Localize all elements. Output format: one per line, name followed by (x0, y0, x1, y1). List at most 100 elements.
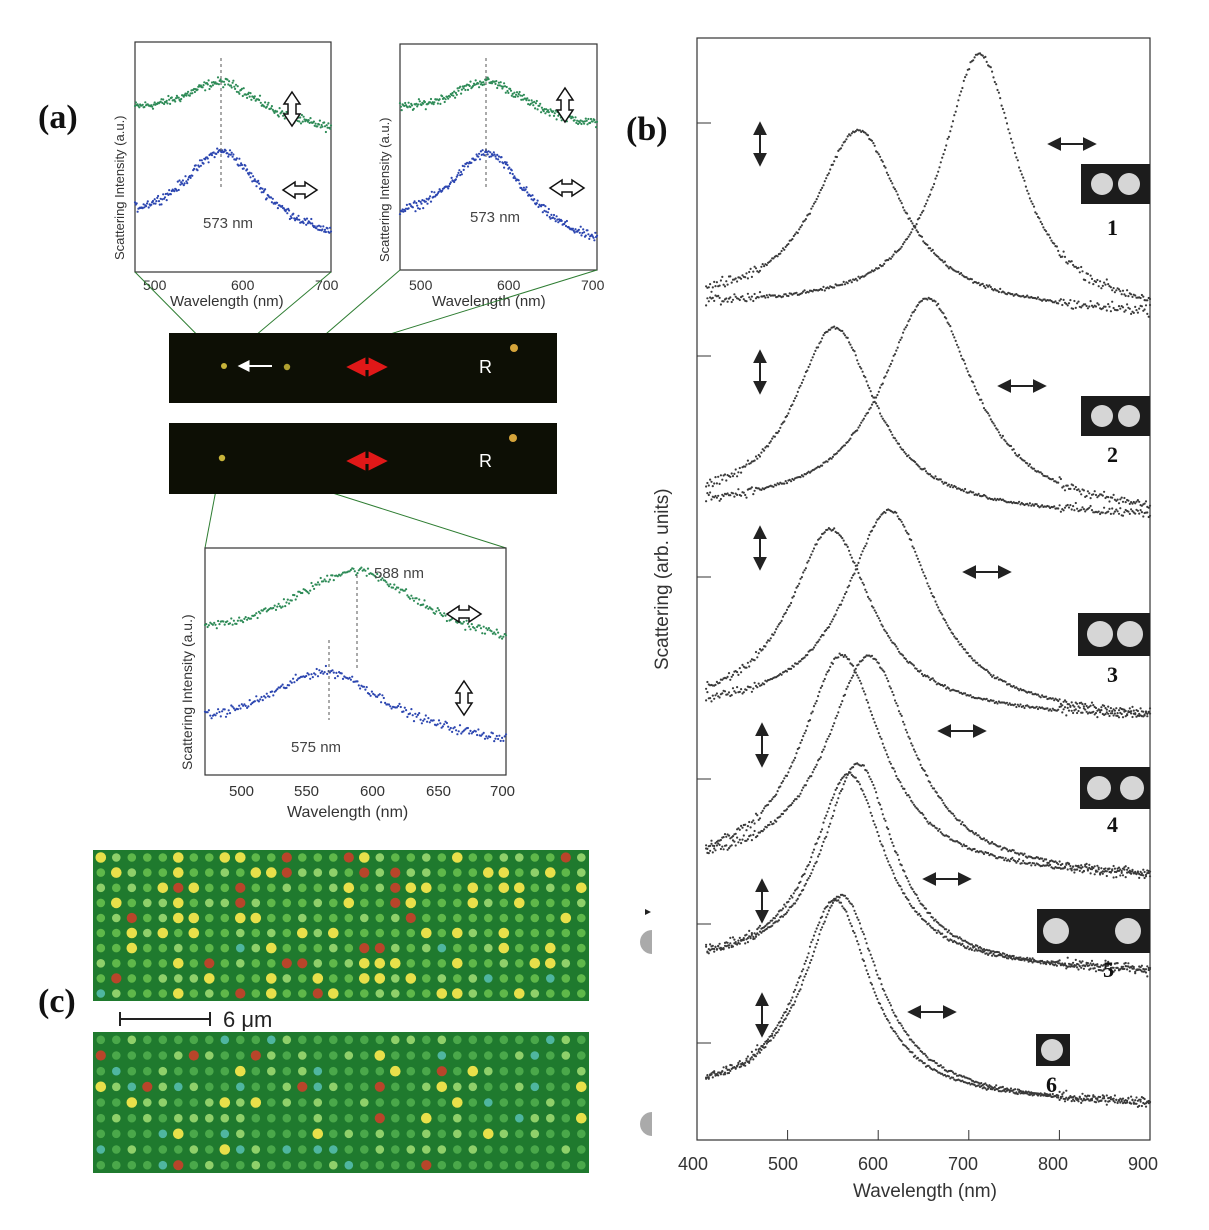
data-point-dimer-2-vertical (795, 394, 798, 397)
array-nanoparticle (267, 1160, 276, 1170)
data-point-green (323, 578, 326, 581)
data-point-blue (530, 198, 533, 201)
data-point-dimer-3-horizontal (799, 660, 802, 663)
array-nanoparticle (375, 913, 385, 923)
data-point-dimer-3-horizontal (723, 690, 727, 693)
data-point-dimer-3-vertical (757, 652, 760, 655)
data-point-blue (224, 715, 228, 718)
data-point-dimer-1-vertical (839, 147, 843, 150)
data-point-dimer-4-vertical (1034, 864, 1037, 867)
data-point-green (448, 95, 451, 98)
array-nanoparticle (236, 1145, 245, 1154)
data-point-blue (229, 153, 232, 156)
data-point-dimer-5-vertical (870, 814, 874, 817)
data-point-dimer-5-vertical (792, 892, 795, 895)
data-point-dimer-2-horizontal (856, 429, 859, 432)
data-point-green (315, 583, 318, 586)
data-point-dimer-3-vertical (769, 637, 772, 640)
data-point-dimer-3-vertical (884, 630, 887, 633)
data-point-green (276, 110, 279, 113)
data-point-dimer-1-horizontal (965, 73, 968, 76)
data-point-green (236, 85, 239, 88)
data-point-blue (531, 194, 534, 197)
data-point-dimer-3-horizontal (918, 560, 921, 564)
data-point-blue (200, 159, 203, 162)
data-point-blue (265, 692, 268, 695)
data-point-dimer-4-horizontal (746, 838, 750, 841)
array-nanoparticle (545, 958, 556, 969)
array-nanoparticle (530, 943, 540, 953)
data-point-dimer-2-horizontal (908, 318, 911, 321)
data-point-dimer-4-vertical (722, 836, 725, 839)
array-nanoparticle (236, 928, 245, 938)
data-point-dimer-1-vertical (889, 179, 893, 182)
data-point-dimer-2-vertical (887, 425, 890, 428)
array-nanoparticle (468, 868, 478, 877)
data-point-dimer-2-horizontal (709, 491, 712, 494)
array-nanoparticle (515, 1129, 524, 1139)
data-point-dimer-1-horizontal (1134, 294, 1137, 297)
array-nanoparticle (484, 989, 493, 998)
data-point-dimer-4-vertical (804, 729, 808, 732)
data-point-dimer-4-horizontal (1081, 866, 1084, 869)
data-point-blue (202, 162, 205, 165)
data-point-dimer-1-horizontal (1024, 185, 1027, 188)
data-point-dimer-3-horizontal (1128, 707, 1131, 710)
data-point-green (534, 107, 537, 110)
data-point-dimer-1-vertical (960, 272, 963, 275)
data-point-green (391, 586, 395, 589)
data-point-green (177, 96, 180, 99)
data-point-dimer-1-vertical (895, 190, 898, 193)
data-point-blue (184, 175, 187, 178)
array-nanoparticle (561, 1098, 571, 1107)
array-nanoparticle (546, 1051, 555, 1060)
data-point-dimer-4-vertical (1101, 872, 1104, 875)
data-point-dimer-3-horizontal (756, 686, 759, 689)
data-point-blue (334, 677, 337, 680)
data-point-blue (583, 231, 586, 234)
data-point-green (476, 625, 479, 629)
array-nanoparticle (359, 852, 370, 863)
data-point-dimer-4-horizontal (722, 848, 725, 851)
data-point-dimer-1-horizontal (892, 253, 895, 256)
array-nanoparticle (189, 868, 199, 877)
data-point-green (436, 607, 439, 610)
data-point-dimer-1-horizontal (873, 269, 876, 272)
data-point-dimer-5-vertical (827, 807, 831, 810)
data-point-blue (243, 703, 246, 706)
data-point-blue (524, 188, 527, 191)
array-nanoparticle (405, 912, 416, 924)
data-point-blue (389, 705, 392, 708)
data-point-dimer-1-vertical (1134, 305, 1137, 308)
data-point-green (406, 106, 409, 109)
data-point-green (153, 101, 156, 104)
data-point-dimer-4-horizontal (730, 844, 733, 847)
data-point-green (364, 569, 367, 572)
data-point-dimer-4-horizontal (1041, 857, 1044, 860)
data-point-green (403, 589, 406, 592)
data-point-dimer-1-vertical (910, 220, 913, 223)
array-nanoparticle (405, 882, 417, 894)
data-point-green (311, 585, 314, 588)
data-point-blue (536, 199, 539, 202)
data-point-dimer-3-vertical (985, 697, 988, 701)
array-image-1 (93, 850, 589, 1001)
data-point-dimer-3-vertical (792, 595, 795, 598)
data-point-blue (417, 207, 420, 210)
array-nanoparticle (530, 913, 540, 923)
data-point-dimer-2-vertical (814, 349, 817, 352)
data-point-blue (424, 200, 427, 203)
data-point-green (300, 113, 303, 117)
data-point-blue (181, 182, 184, 185)
data-point-dimer-2-vertical (1073, 509, 1076, 512)
data-point-green (320, 123, 323, 127)
array-nanoparticle (282, 1035, 292, 1045)
data-point-dimer-1-horizontal (973, 56, 976, 59)
data-point-green (259, 612, 262, 615)
array-nanoparticle (468, 1035, 478, 1045)
data-point-dimer-2-vertical (850, 346, 853, 349)
data-point-green (516, 95, 520, 98)
data-point-green (408, 597, 412, 600)
data-point-dimer-4-horizontal (791, 802, 794, 805)
array-nanoparticle (220, 1035, 230, 1045)
